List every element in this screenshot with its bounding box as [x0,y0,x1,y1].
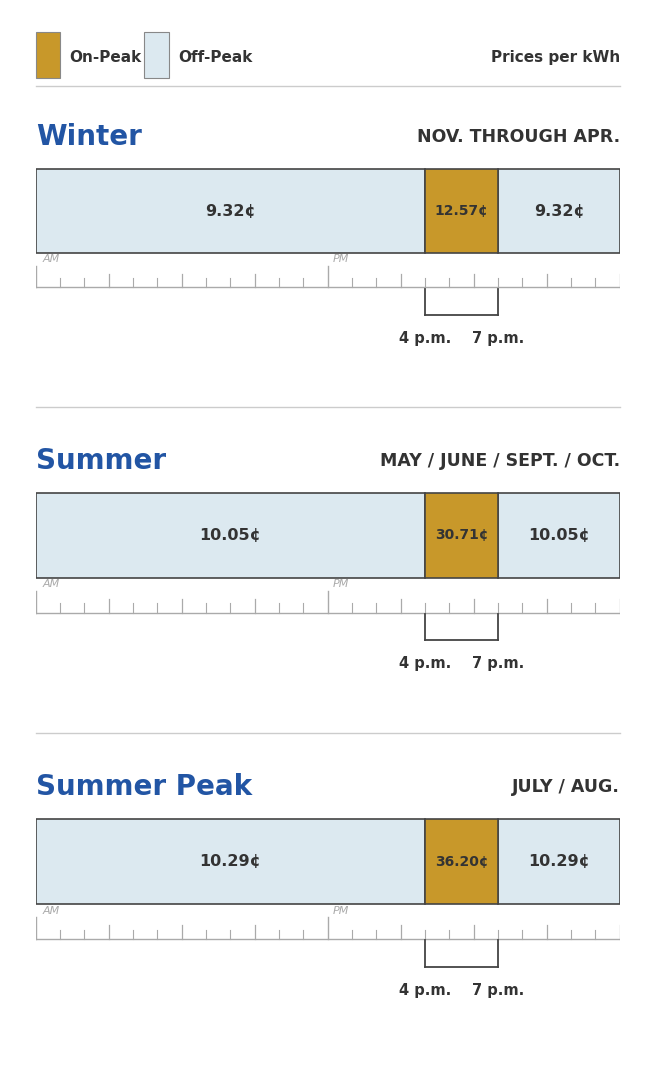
Text: Summer Peak: Summer Peak [36,774,252,801]
Text: AM: AM [43,905,60,916]
Text: 9.32¢: 9.32¢ [205,203,256,218]
Text: 4 p.m.: 4 p.m. [399,657,451,672]
Bar [36,820,425,904]
Bar [498,493,620,578]
Text: Winter: Winter [36,123,141,151]
Bar [144,32,169,78]
Text: 10.29¢: 10.29¢ [528,854,590,869]
Text: NOV. THROUGH APR.: NOV. THROUGH APR. [417,128,620,147]
Bar [425,493,498,578]
Bar [498,820,620,904]
Text: AM: AM [43,579,60,590]
Text: 9.32¢: 9.32¢ [533,203,584,218]
Text: PM: PM [332,905,349,916]
Text: On-Peak: On-Peak [69,49,141,64]
Text: PM: PM [332,579,349,590]
Text: 12.57¢: 12.57¢ [435,204,489,218]
Text: 4 p.m.: 4 p.m. [399,331,451,346]
Bar [36,169,425,253]
Text: Off-Peak: Off-Peak [178,49,252,64]
Text: PM: PM [332,255,349,264]
Text: 7 p.m.: 7 p.m. [472,657,524,672]
Text: JULY / AUG.: JULY / AUG. [512,778,620,796]
Bar [425,169,498,253]
Text: MAY / JUNE / SEPT. / OCT.: MAY / JUNE / SEPT. / OCT. [380,452,620,470]
Text: 4 p.m.: 4 p.m. [399,983,451,998]
Text: Summer: Summer [36,447,166,475]
Text: AM: AM [43,255,60,264]
Text: 10.05¢: 10.05¢ [528,528,590,542]
Text: 7 p.m.: 7 p.m. [472,983,524,998]
Text: 10.29¢: 10.29¢ [199,854,262,869]
Bar [498,169,620,253]
Bar [425,820,498,904]
Bar [36,493,425,578]
Text: 10.05¢: 10.05¢ [199,528,262,542]
Text: 7 p.m.: 7 p.m. [472,331,524,346]
Bar [36,32,60,78]
Text: Prices per kWh: Prices per kWh [491,49,620,64]
Text: 36.20¢: 36.20¢ [435,855,488,869]
Text: 30.71¢: 30.71¢ [435,529,488,542]
